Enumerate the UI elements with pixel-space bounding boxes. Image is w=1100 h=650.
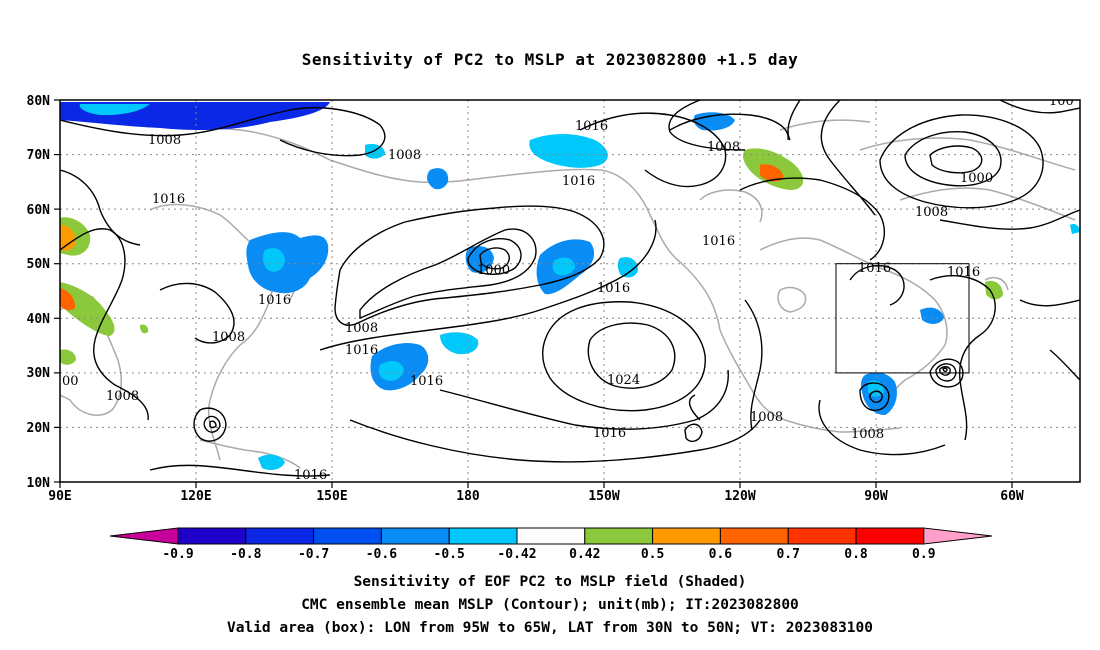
colorbar-segment	[448, 527, 518, 545]
contour-label: 1016	[858, 261, 891, 276]
lat-label: 80N	[27, 94, 51, 109]
contour-label: 1016	[597, 281, 630, 296]
colorbar-segment	[245, 527, 315, 545]
lat-label: 60N	[27, 203, 51, 218]
page-title: Sensitivity of PC2 to MSLP at 2023082800…	[301, 50, 799, 69]
colorbar-tick-label: -0.7	[298, 547, 329, 562]
colorbar-tick-label: 0.5	[641, 547, 664, 562]
colorbar-segment	[177, 527, 247, 545]
contour-label: 1008	[707, 140, 740, 155]
colorbar-tick-label: -0.6	[366, 547, 397, 562]
lat-label: 10N	[27, 476, 51, 491]
contour-label: 1008	[345, 321, 378, 336]
sensitivity-shading	[60, 102, 1080, 470]
contour-label: 1000	[477, 263, 510, 278]
lon-label: 90W	[864, 489, 888, 504]
lon-label: 120W	[724, 489, 755, 504]
contour-label: 1008	[388, 148, 421, 163]
contour-label: 1016	[947, 265, 980, 280]
lon-label: 150E	[316, 489, 347, 504]
lat-label: 30N	[27, 366, 51, 381]
lon-label: 90E	[48, 489, 71, 504]
contour-labels: 1008 1008 1016 1016 1008 1016 1000 1016 …	[62, 94, 1074, 483]
contour-label: 100	[1049, 94, 1074, 109]
lon-label: 60W	[1000, 489, 1024, 504]
colorbar-tick-label: -0.9	[162, 547, 193, 562]
contour-label: 1016	[294, 468, 327, 483]
isobar-contours	[60, 100, 1080, 477]
contour-label: 1016	[702, 234, 735, 249]
colorbar-tick-label: -0.5	[434, 547, 465, 562]
lon-label: 120E	[180, 489, 211, 504]
latitude-labels: 80N 70N 60N 50N 40N 30N 20N 10N	[27, 94, 51, 491]
coastlines	[60, 118, 1076, 469]
lon-label: 150W	[588, 489, 619, 504]
axis-ticks	[54, 99, 1013, 488]
contour-label: 1016	[410, 374, 443, 389]
colorbar-segment	[855, 527, 925, 545]
colorbar-segment	[516, 527, 586, 545]
colorbar-segment	[380, 527, 450, 545]
contour-label: 1016	[575, 119, 608, 134]
lon-label: 180	[456, 489, 480, 504]
contour-label: 1008	[212, 330, 245, 345]
contour-label: 1008	[851, 427, 884, 442]
caption-line-3: Valid area (box): LON from 95W to 65W, L…	[226, 620, 873, 636]
lat-label: 70N	[27, 148, 51, 163]
contour-label: 1016	[562, 174, 595, 189]
contour-label: 1016	[258, 293, 291, 308]
colorbar-tick-label: -0.8	[230, 547, 261, 562]
lat-label: 50N	[27, 257, 51, 272]
contour-label: 1008	[915, 205, 948, 220]
contour-label: 1008	[750, 410, 783, 425]
contour-label: 1008	[148, 133, 181, 148]
longitude-labels: 90E 120E 150E 180 150W 120W 90W 60W	[48, 489, 1024, 504]
map-area: 1008 1008 1016 1016 1008 1016 1000 1016 …	[60, 94, 1080, 483]
colorbar-tick-label: 0.42	[569, 547, 600, 562]
colorbar-segment	[652, 527, 721, 545]
caption-line-1: Sensitivity of EOF PC2 to MSLP field (Sh…	[353, 574, 747, 590]
colorbar-tick-label: 0.8	[844, 547, 868, 562]
colorbar-left-arrow	[109, 527, 179, 545]
colorbar-segment	[787, 527, 857, 545]
colorbar-tick-label: 0.9	[912, 547, 935, 562]
colorbar-tick-label: 0.7	[776, 547, 799, 562]
colorbar-segment	[584, 527, 654, 545]
contour-label: 00	[62, 374, 79, 389]
contour-label: 1016	[345, 343, 378, 358]
colorbar-right-arrow	[923, 527, 993, 545]
caption-line-2: CMC ensemble mean MSLP (Contour); unit(m…	[301, 597, 799, 613]
colorbar: -0.9 -0.8 -0.7 -0.6 -0.5 -0.42 0.42 0.5 0.6 0.7 0.…	[109, 527, 993, 562]
contour-label: 1000	[960, 171, 993, 186]
valid-area-box	[835, 263, 970, 374]
colorbar-segment	[719, 527, 789, 545]
colorbar-segment	[313, 527, 382, 545]
lat-label: 20N	[27, 421, 51, 436]
contour-label: 1008	[106, 389, 139, 404]
colorbar-tick-label: -0.42	[497, 547, 536, 562]
grid-lines	[60, 100, 1080, 482]
colorbar-tick-label: 0.6	[709, 547, 733, 562]
contour-label: 1016	[593, 426, 626, 441]
contour-label: 1016	[152, 192, 185, 207]
map-frame	[59, 99, 1081, 483]
contour-label: 1024	[607, 373, 640, 388]
lat-label: 40N	[27, 312, 51, 327]
